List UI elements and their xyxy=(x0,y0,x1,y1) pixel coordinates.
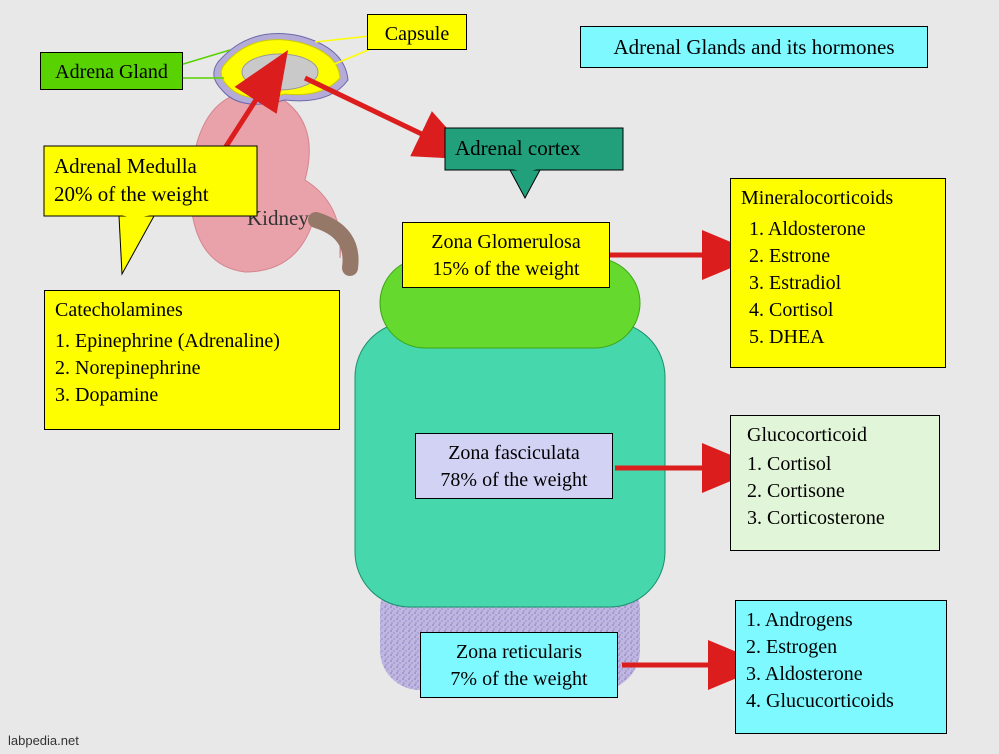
adrena-gland-label: Adrena Gland xyxy=(40,52,183,90)
zona-reticularis-box: Zona reticularis 7% of the weight xyxy=(420,632,618,698)
capsule-text: Capsule xyxy=(385,23,449,45)
zr-list-box: 1. Androgens 2. Estrogen 3. Aldosterone … xyxy=(735,600,947,734)
adrena-gland-text: Adrena Gland xyxy=(55,61,168,83)
mineralocorticoids-box: Mineralocorticoids 1. Aldosterone 2. Est… xyxy=(730,178,946,368)
adrenal-cortex-label: Adrenal cortex xyxy=(455,136,580,161)
mineralocorticoids-header: Mineralocorticoids xyxy=(741,185,935,212)
catecholamines-box: Catecholamines 1. Epinephrine (Adrenalin… xyxy=(44,290,340,430)
title-text: Adrenal Glands and its hormones xyxy=(613,35,894,59)
zona-fasciculata-box: Zona fasciculata 78% of the weight xyxy=(415,433,613,499)
capsule-label: Capsule xyxy=(367,14,467,50)
glucocorticoid-header: Glucocorticoid xyxy=(741,422,929,449)
zona-glomerulosa-box: Zona Glomerulosa 15% of the weight xyxy=(402,222,610,288)
watermark: labpedia.net xyxy=(8,733,79,748)
title-box: Adrenal Glands and its hormones xyxy=(580,26,928,68)
glucocorticoid-box: Glucocorticoid 1. Cortisol 2. Cortisone … xyxy=(730,415,940,551)
medulla-callout: Adrenal Medulla 20% of the weight xyxy=(54,152,209,209)
catecholamines-header: Catecholamines xyxy=(55,297,329,324)
